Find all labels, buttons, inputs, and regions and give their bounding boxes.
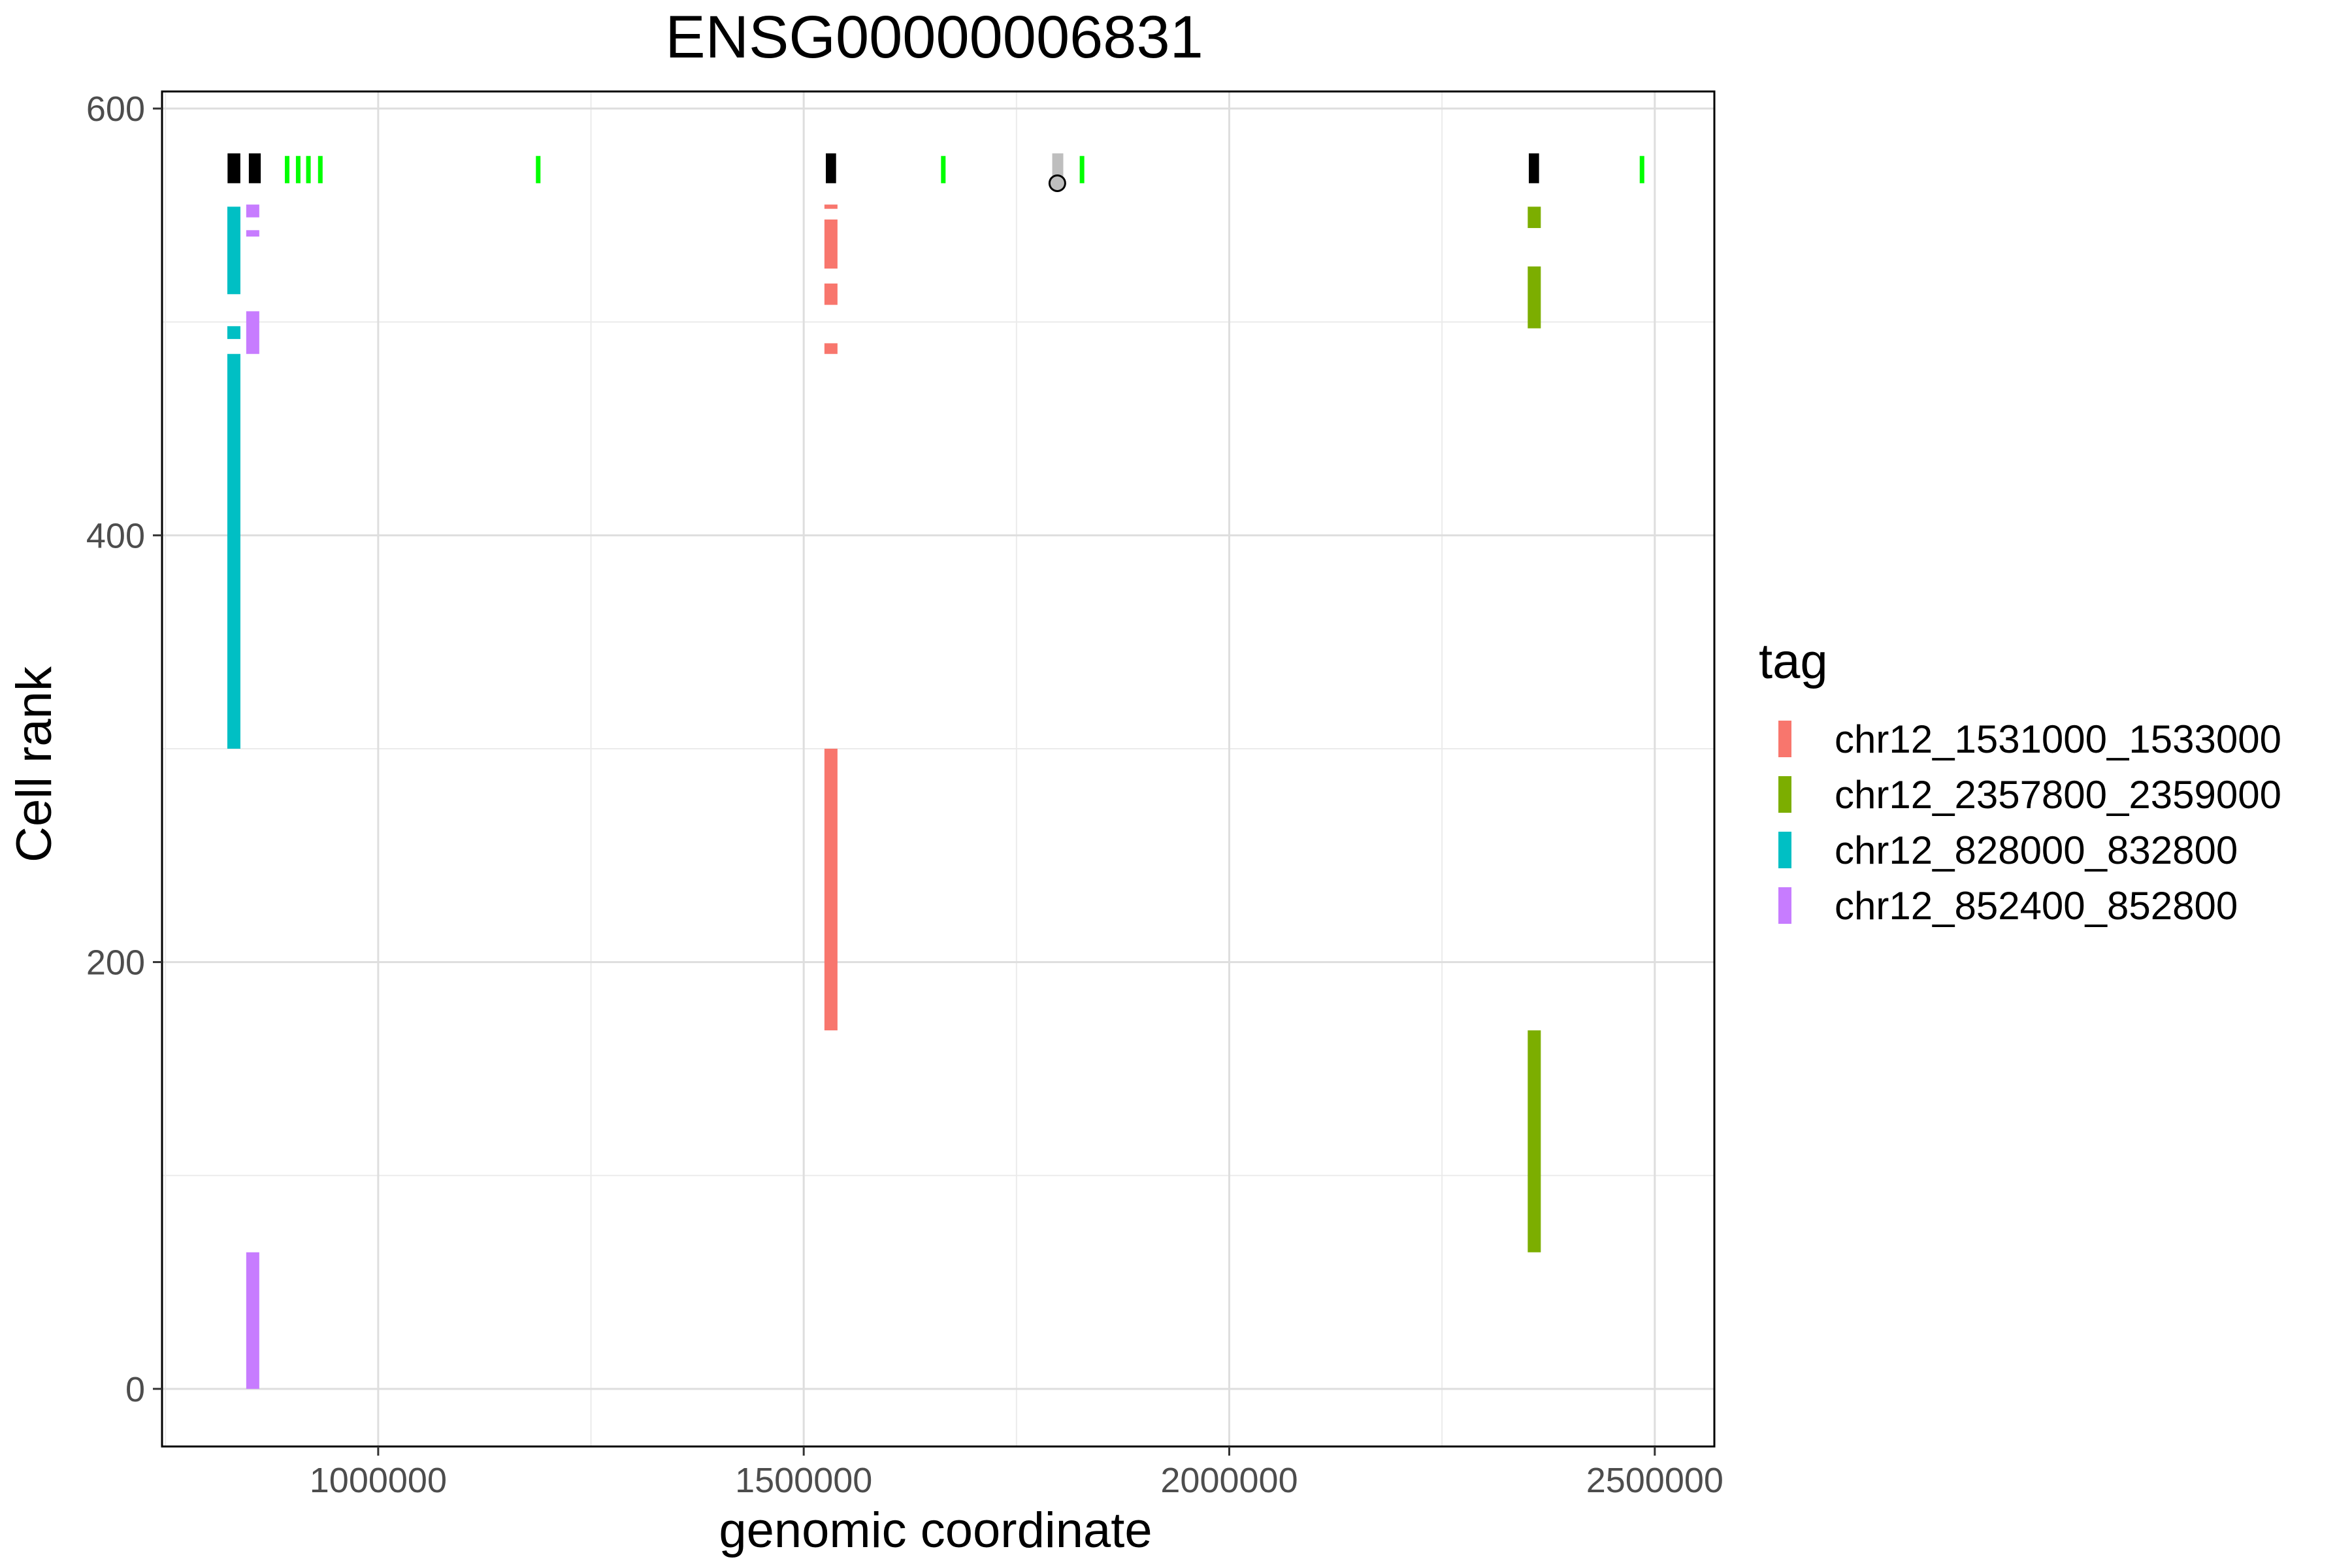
gene-exon bbox=[248, 153, 261, 184]
legend-label: chr12_2357800_2359000 bbox=[1835, 773, 2281, 817]
y-tick-label: 0 bbox=[125, 1370, 145, 1409]
cell-bar bbox=[227, 326, 240, 339]
cell-bar bbox=[246, 311, 259, 354]
cell-bar bbox=[246, 230, 259, 237]
gene-feature-mark bbox=[1639, 155, 1644, 184]
gene-feature-mark bbox=[941, 155, 946, 184]
gene-feature-mark bbox=[295, 155, 301, 184]
chart-title: ENSG00000006831 bbox=[665, 4, 1203, 71]
legend-key bbox=[1778, 721, 1791, 757]
cell-bar bbox=[1527, 206, 1541, 229]
cell-bar bbox=[246, 1252, 259, 1389]
cell-bar bbox=[227, 206, 240, 295]
gene-track bbox=[227, 153, 1644, 192]
gene-exon bbox=[1529, 153, 1539, 184]
legend-label: chr12_852400_852800 bbox=[1835, 884, 2238, 928]
cell-bar bbox=[824, 204, 838, 209]
legend-label: chr12_1531000_1533000 bbox=[1835, 717, 2281, 761]
cell-bar bbox=[824, 748, 838, 1031]
gridlines bbox=[162, 91, 1714, 1446]
cell-bar bbox=[824, 219, 838, 269]
cell-bar bbox=[1527, 1030, 1541, 1252]
data-bars bbox=[227, 204, 1541, 1389]
legend: tag chr12_1531000_1533000 chr12_2357800_2… bbox=[1759, 634, 2281, 928]
y-tick-label: 400 bbox=[86, 516, 145, 555]
cell-bar bbox=[227, 353, 240, 749]
cell-bar bbox=[246, 204, 259, 218]
y-axis-label: Cell rank bbox=[7, 666, 62, 862]
x-tick-label: 1000000 bbox=[310, 1461, 447, 1500]
legend-title: tag bbox=[1759, 634, 1828, 689]
panel-border bbox=[161, 90, 1716, 1448]
gene-feature-mark bbox=[318, 155, 323, 184]
legend-key bbox=[1778, 832, 1791, 868]
legend-key bbox=[1778, 776, 1791, 813]
cell-bar bbox=[1527, 266, 1541, 329]
cell-bar bbox=[824, 343, 838, 354]
axes: 1000000 1500000 2000000 2500000 0 200 400 600 bbox=[86, 90, 1723, 1500]
gene-exon bbox=[826, 153, 836, 184]
gene-feature-mark bbox=[1079, 155, 1085, 184]
cell-bar bbox=[824, 283, 838, 305]
y-tick-label: 600 bbox=[86, 90, 145, 129]
gene-feature-mark bbox=[536, 155, 541, 184]
x-axis-label: genomic coordinate bbox=[719, 1503, 1152, 1558]
legend-key bbox=[1778, 887, 1791, 924]
gene-point bbox=[1048, 174, 1066, 192]
x-tick-label: 1500000 bbox=[735, 1461, 872, 1500]
gene-feature-mark bbox=[284, 155, 289, 184]
gene-exon bbox=[227, 153, 240, 184]
x-tick-label: 2000000 bbox=[1160, 1461, 1298, 1500]
legend-label: chr12_828000_832800 bbox=[1835, 828, 2238, 872]
y-tick-label: 200 bbox=[86, 943, 145, 983]
gene-feature-mark bbox=[306, 155, 311, 184]
x-tick-label: 2500000 bbox=[1586, 1461, 1723, 1500]
